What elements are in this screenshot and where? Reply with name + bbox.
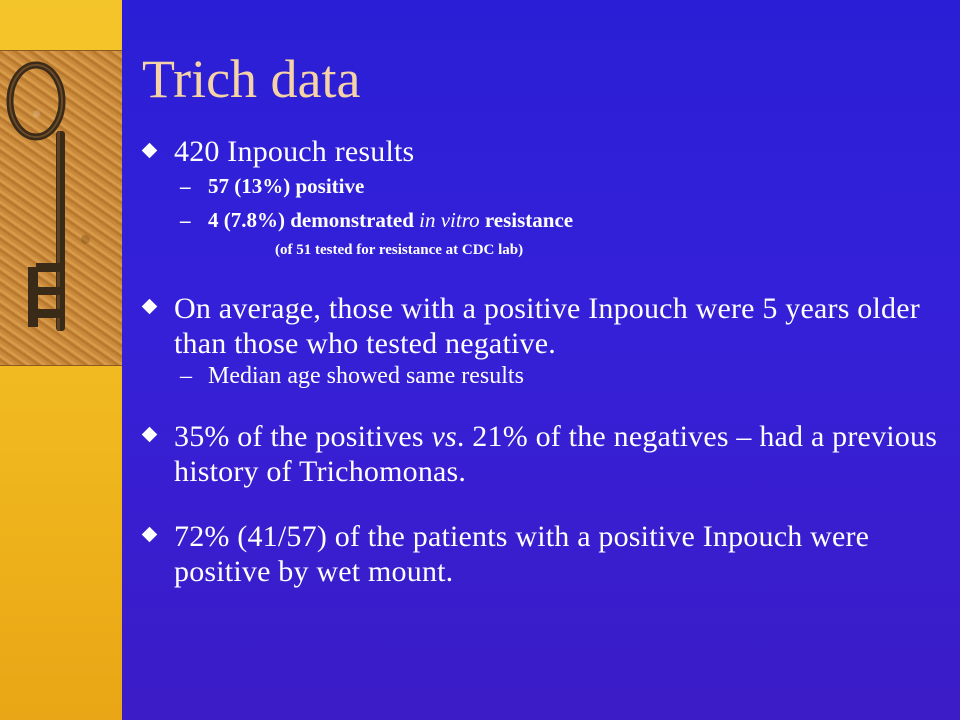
sub-bullet-text-post: resistance — [479, 208, 574, 232]
diamond-bullet-icon — [141, 142, 158, 159]
resistance-note: (of 51 tested for resistance at CDC lab) — [275, 242, 524, 258]
diamond-bullet-icon — [141, 526, 158, 543]
key-photo — [0, 50, 122, 366]
slide-title: Trich data — [142, 49, 361, 109]
sub-bullet-text: 57 (13%) positive — [208, 174, 365, 198]
bullet-text: On average, those with a positive Inpouc… — [174, 292, 920, 360]
bullet-text-pre: 35% of the positives — [174, 420, 432, 453]
diamond-bullet-icon — [141, 298, 158, 315]
sub-bullet-text-italic: in vitro — [419, 208, 480, 232]
sub-bullet-text: Median age showed same results — [208, 363, 524, 389]
dash-bullet: – — [180, 174, 191, 198]
dash-bullet: – — [180, 363, 192, 389]
dash-bullet: – — [180, 208, 191, 232]
sub-bullet-positive: – 57 (13%) positive — [140, 169, 940, 203]
bullet-list: 420 Inpouch results – 57 (13%) positive … — [140, 135, 940, 589]
bullet-text: 420 Inpouch results — [174, 135, 415, 168]
bullet-average-age: On average, those with a positive Inpouc… — [140, 291, 940, 361]
bullet-text: 72% (41/57) of the patients with a posit… — [174, 520, 870, 588]
bullet-text: 35% of the positives vs. 21% of the nega… — [174, 419, 940, 489]
sub-bullet-median-age: – Median age showed same results — [140, 361, 940, 391]
bullet-previous-history: 35% of the positives vs. 21% of the nega… — [140, 419, 940, 489]
key-icon — [6, 61, 66, 331]
bullet-inpouch-results: 420 Inpouch results — [140, 135, 940, 169]
sub-bullet-text-pre: 4 (7.8%) demonstrated — [208, 208, 420, 232]
bullet-wet-mount: 72% (41/57) of the patients with a posit… — [140, 519, 940, 589]
sub-bullet-resistance: – 4 (7.8%) demonstrated in vitro resista… — [140, 203, 940, 237]
bullet-text-italic: vs — [431, 420, 457, 453]
diamond-bullet-icon — [141, 426, 158, 443]
bullet-text-post: . 21% of the negatives – had a previous … — [174, 420, 938, 488]
